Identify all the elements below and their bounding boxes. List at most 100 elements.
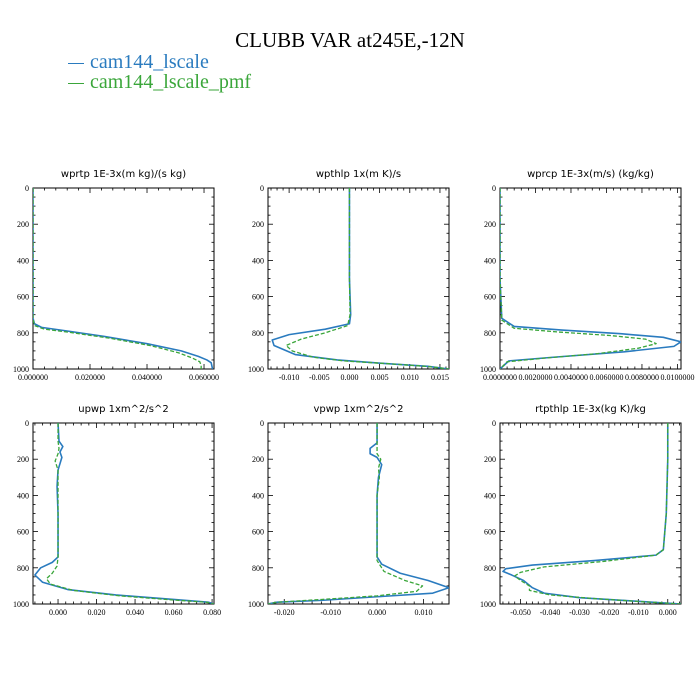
- y-tick-label: 200: [484, 220, 496, 229]
- plot-frame: [499, 187, 682, 370]
- panel-title: wpthlp 1x(m K)/s: [316, 169, 401, 180]
- y-tick-label: 600: [484, 528, 496, 537]
- legend-label: cam144_lscale_pmf: [90, 71, 252, 93]
- legend-line-icon: [68, 62, 84, 64]
- series-line-lscale-pmf: [45, 423, 214, 604]
- y-tick-label: 1000: [480, 365, 496, 374]
- y-tick-label: 200: [17, 220, 29, 229]
- y-tick-label: 1000: [248, 600, 264, 609]
- panel-title: vpwp 1xm^2/s^2: [313, 404, 403, 415]
- chart-panel-5: vpwp 1xm^2/s^2 0 200 400 600 800 1000 -0.020 -0.…: [248, 404, 450, 617]
- y-tick-label: 400: [484, 491, 496, 500]
- x-tick-label: -0.005: [309, 373, 330, 382]
- x-tick-label: 0.040000: [132, 373, 162, 382]
- y-tick-label: 0: [25, 419, 29, 428]
- chart-panel-3: wprcp 1E-3x(m/s) (kg/kg) 0 200 400 600 800 100…: [480, 169, 694, 382]
- x-tick-label: -0.020: [599, 608, 620, 617]
- x-tick-label: 0.060000: [189, 373, 219, 382]
- x-tick-label: -0.010: [628, 608, 649, 617]
- y-tick-label: 1000: [13, 365, 29, 374]
- chart-panel-1: wprtp 1E-3x(m kg)/(s kg) 0 200 400 600 800 100…: [13, 169, 219, 382]
- series-line-lscale-pmf: [285, 188, 449, 369]
- x-tick-label: -0.040: [540, 608, 561, 617]
- y-tick-label: 1000: [248, 365, 264, 374]
- y-tick-label: 400: [17, 256, 29, 265]
- series-line-lscale-pmf: [500, 188, 657, 369]
- legend-line-icon: [68, 82, 84, 84]
- y-tick-label: 400: [484, 256, 496, 265]
- y-tick-label: 1000: [13, 600, 29, 609]
- y-tick-label: 0: [260, 184, 264, 193]
- x-tick-label: 0.000: [368, 608, 386, 617]
- x-tick-label: 0.010: [401, 373, 419, 382]
- y-tick-label: 200: [252, 455, 264, 464]
- series-line-lscale: [268, 423, 449, 604]
- y-tick-label: 800: [484, 564, 496, 573]
- x-tick-label: 0.000: [49, 608, 67, 617]
- plot-frame: [499, 422, 682, 605]
- panel-title: wprtp 1E-3x(m kg)/(s kg): [61, 169, 186, 180]
- series-line-lscale: [33, 188, 214, 369]
- y-tick-label: 600: [17, 293, 29, 302]
- x-tick-label: 0.010: [414, 608, 432, 617]
- panel-title: wprcp 1E-3x(m/s) (kg/kg): [527, 169, 654, 180]
- series-line-lscale-pmf: [33, 188, 202, 369]
- x-tick-label: -0.010: [279, 373, 300, 382]
- legend-entry-lscale-pmf: cam144_lscale_pmf: [68, 71, 251, 94]
- y-tick-label: 600: [252, 528, 264, 537]
- legend-label: cam144_lscale: [90, 51, 209, 73]
- y-tick-label: 200: [17, 455, 29, 464]
- y-tick-label: 0: [25, 184, 29, 193]
- chart-panel-4: upwp 1xm^2/s^2 0 200 400 600 800 1000 0.000 0.02…: [13, 404, 221, 617]
- x-tick-label: 0.0080000: [625, 373, 659, 382]
- series-line-lscale-pmf: [514, 423, 681, 604]
- x-tick-label: -0.010: [320, 608, 341, 617]
- series-line-lscale: [502, 423, 681, 604]
- y-tick-label: 200: [484, 455, 496, 464]
- y-tick-label: 1000: [480, 600, 496, 609]
- panel-title: upwp 1xm^2/s^2: [78, 404, 168, 415]
- x-tick-label: 0.015: [431, 373, 449, 382]
- y-tick-label: 600: [484, 293, 496, 302]
- x-tick-label: -0.030: [569, 608, 590, 617]
- plot-frame: [267, 422, 450, 605]
- y-tick-label: 600: [252, 293, 264, 302]
- y-tick-label: 800: [484, 329, 496, 338]
- x-tick-label: 0.0000000: [483, 373, 517, 382]
- series-line-lscale: [500, 188, 681, 369]
- y-tick-label: 200: [252, 220, 264, 229]
- x-tick-label: 0.0100000: [660, 373, 694, 382]
- series-line-lscale: [271, 188, 449, 369]
- x-tick-label: 0.0020000: [518, 373, 552, 382]
- y-tick-label: 800: [17, 329, 29, 338]
- panel-title: rtpthlp 1E-3x(kg K)/kg: [535, 404, 646, 415]
- y-tick-label: 0: [260, 419, 264, 428]
- y-tick-label: 800: [252, 329, 264, 338]
- plot-frame: [32, 187, 215, 370]
- x-tick-label: 0.060: [165, 608, 183, 617]
- series-line-lscale: [34, 423, 214, 604]
- page-title: CLUBB VAR at245E,-12N: [235, 28, 465, 52]
- chart-panel-6: rtpthlp 1E-3x(kg K)/kg 0 200 400 600 800 1000 -…: [480, 404, 682, 617]
- x-tick-label: -0.020: [274, 608, 295, 617]
- y-tick-label: 800: [17, 564, 29, 573]
- series-line-lscale-pmf: [268, 423, 424, 604]
- y-tick-label: 400: [17, 491, 29, 500]
- x-tick-label: 0.020: [88, 608, 106, 617]
- x-tick-label: 0.0060000: [589, 373, 623, 382]
- y-tick-label: 400: [252, 491, 264, 500]
- y-tick-label: 400: [252, 256, 264, 265]
- x-tick-label: 0.040: [126, 608, 144, 617]
- x-tick-label: 0.000000: [18, 373, 48, 382]
- x-tick-label: 0.000: [340, 373, 358, 382]
- x-tick-label: 0.080: [203, 608, 221, 617]
- y-tick-label: 0: [492, 419, 496, 428]
- legend-entry-lscale: cam144_lscale: [68, 51, 209, 74]
- x-tick-label: 0.005: [371, 373, 389, 382]
- y-tick-label: 600: [17, 528, 29, 537]
- x-tick-label: 0.000: [659, 608, 677, 617]
- x-tick-label: -0.050: [510, 608, 531, 617]
- x-tick-label: 0.020000: [75, 373, 105, 382]
- chart-panel-2: wpthlp 1x(m K)/s 0 200 400 600 800 1000 -0.010-…: [248, 169, 450, 382]
